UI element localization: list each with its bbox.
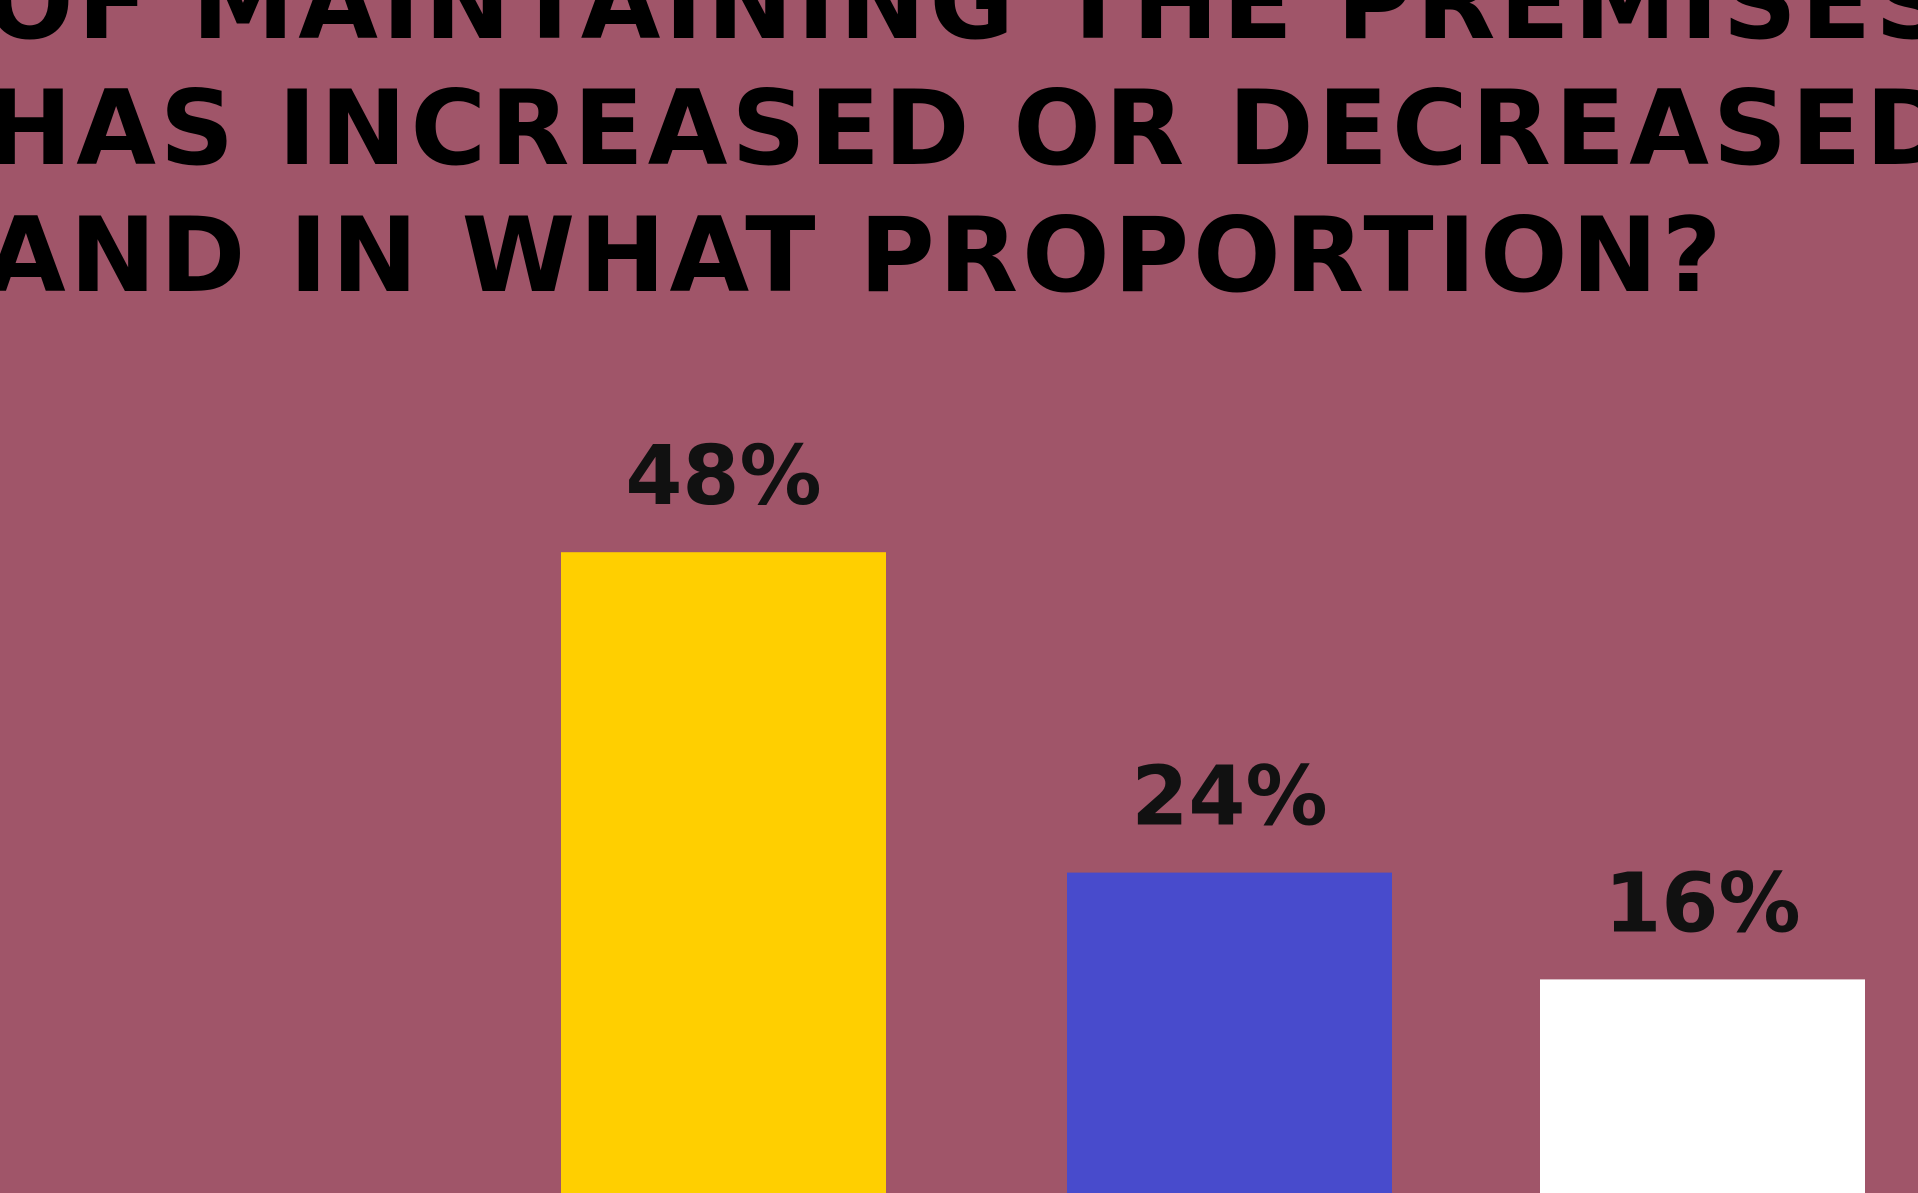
value-label-1: 48% xyxy=(625,429,821,524)
chart-title-line-1: OF MAINTAINING THE PREMISES xyxy=(0,0,1918,63)
chart-title-line-2: HAS INCREASED OR DECREASED xyxy=(0,69,1918,189)
bar-2 xyxy=(1067,872,1392,1193)
chart-title-line-3: AND IN WHAT PROPORTION? xyxy=(0,196,1726,316)
value-label-3: 16% xyxy=(1604,856,1800,951)
bars-group xyxy=(561,552,1865,1193)
bar-1 xyxy=(561,552,886,1193)
value-label-2: 24% xyxy=(1131,750,1327,845)
bar-3 xyxy=(1540,979,1865,1193)
value-labels-group: 48% 24% 16% xyxy=(625,429,1800,951)
